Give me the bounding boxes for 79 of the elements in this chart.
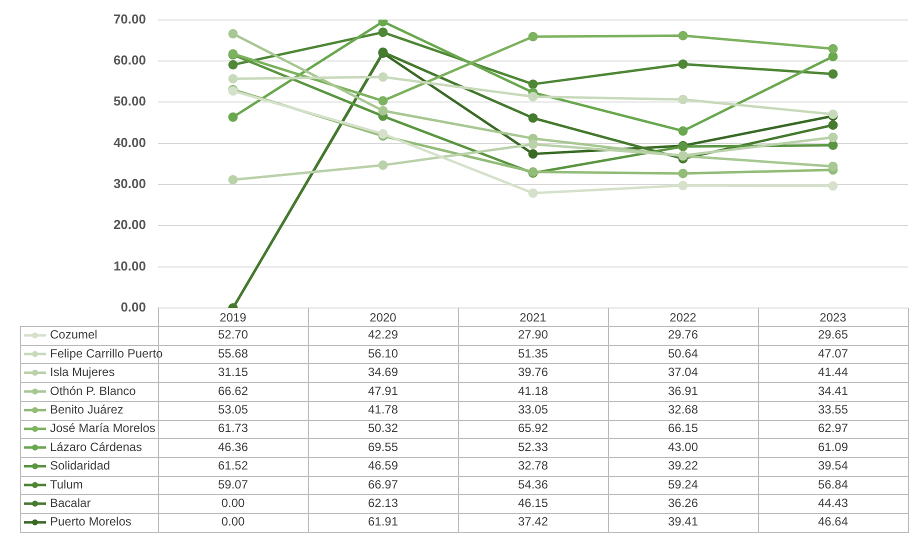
- data-label: 37.04: [668, 365, 698, 380]
- legend-label: Solidaridad: [50, 458, 110, 473]
- data-label: 36.91: [668, 384, 698, 398]
- data-label: 43.00: [668, 440, 698, 454]
- data-label: 42.29: [368, 328, 398, 342]
- data-label: 34.41: [818, 384, 848, 398]
- data-label: 46.59: [368, 458, 398, 473]
- data-label: 61.09: [818, 440, 848, 454]
- data-label: 0.00: [221, 514, 245, 529]
- data-label: 47.07: [818, 346, 848, 360]
- data-label: 53.05: [218, 402, 248, 416]
- data-label: 39.76: [518, 365, 548, 380]
- data-label: 52.33: [518, 440, 548, 454]
- data-label: 61.73: [218, 421, 248, 436]
- data-label: 32.78: [518, 458, 548, 473]
- data-label: 65.92: [518, 421, 548, 436]
- data-label: 32.68: [668, 402, 698, 416]
- data-label: 29.76: [668, 328, 698, 342]
- data-label: 36.26: [668, 496, 698, 510]
- y-tick-label: 70.00: [113, 11, 146, 26]
- data-label: 27.90: [518, 328, 548, 342]
- y-tick-label: 40.00: [113, 134, 146, 150]
- data-label: 66.15: [668, 421, 698, 436]
- x-tick-label: 2020: [370, 310, 397, 325]
- y-tick-label: 0.00: [120, 300, 146, 315]
- data-label: 33.05: [518, 402, 548, 416]
- data-label: 39.54: [818, 458, 848, 473]
- data-label: 66.97: [368, 477, 398, 492]
- data-label: 37.42: [518, 514, 548, 529]
- data-label: 50.32: [368, 421, 398, 436]
- data-label: 31.15: [218, 365, 248, 380]
- data-label: 62.97: [818, 421, 848, 436]
- y-tick-label: 60.00: [113, 52, 146, 68]
- y-tick-label: 50.00: [113, 94, 146, 109]
- y-tick-label: 20.00: [113, 217, 146, 232]
- data-label: 66.62: [218, 384, 248, 398]
- data-label: 56.10: [368, 346, 398, 360]
- data-label: 54.36: [518, 477, 548, 492]
- legend-label: Lázaro Cárdenas: [50, 440, 142, 454]
- data-label: 46.15: [518, 496, 548, 510]
- data-label: 59.07: [218, 477, 248, 492]
- legend-label: Tulum: [50, 477, 83, 492]
- data-label: 55.68: [218, 346, 248, 360]
- legend-label: Cozumel: [50, 328, 98, 342]
- data-label: 52.70: [218, 328, 248, 342]
- data-label: 39.22: [668, 458, 698, 473]
- x-tick-label: 2023: [820, 310, 847, 325]
- legend-label: Puerto Morelos: [50, 514, 132, 529]
- x-tick-label: 2019: [220, 310, 247, 325]
- data-label: 0.00: [221, 496, 245, 510]
- data-label: 41.78: [368, 402, 398, 416]
- data-label: 34.69: [368, 365, 398, 380]
- data-label: 62.13: [368, 496, 398, 510]
- data-label: 33.55: [818, 402, 848, 416]
- data-label: 56.84: [818, 477, 848, 492]
- legend-label: Isla Mujeres: [50, 365, 115, 380]
- data-label: 51.35: [518, 346, 548, 360]
- data-label: 46.36: [218, 440, 248, 454]
- legend-label: José María Morelos: [50, 421, 156, 436]
- data-label: 39.41: [668, 514, 698, 529]
- legend-label: Othón P. Blanco: [50, 384, 136, 398]
- data-label: 47.91: [368, 384, 398, 398]
- data-label: 29.65: [818, 328, 848, 342]
- data-label: 44.43: [818, 496, 848, 510]
- data-label: 46.64: [818, 514, 848, 529]
- y-tick-label: 10.00: [113, 258, 146, 274]
- legend-label: Felipe Carrillo Puerto: [50, 346, 164, 360]
- legend-label: Bacalar: [50, 496, 91, 510]
- data-label: 61.52: [218, 458, 248, 473]
- data-label: 69.55: [368, 440, 398, 454]
- x-tick-label: 2021: [520, 310, 547, 325]
- x-tick-label: 2022: [670, 310, 697, 325]
- y-tick-label: 30.00: [113, 176, 146, 192]
- data-label: 61.91: [368, 514, 398, 529]
- data-label: 41.18: [518, 384, 548, 398]
- legend-label: Benito Juárez: [50, 402, 124, 416]
- data-label: 50.64: [668, 346, 698, 360]
- data-label: 59.24: [668, 477, 698, 492]
- data-label: 41.44: [818, 365, 848, 380]
